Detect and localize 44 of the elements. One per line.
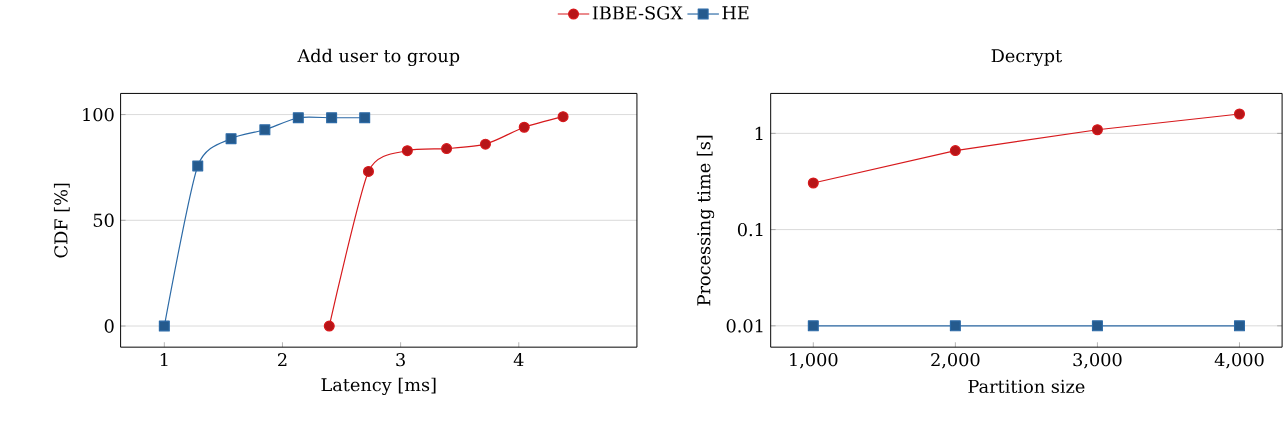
point	[323, 320, 335, 332]
x-tick-label: 1,000	[790, 353, 838, 369]
point	[1233, 108, 1245, 120]
point	[518, 121, 530, 133]
point	[362, 166, 374, 178]
x-tick-label: 3,000	[1073, 353, 1122, 369]
x-tick-label: 2,000	[931, 353, 980, 369]
legend-label: IBBE-SGX	[592, 6, 683, 20]
point	[401, 145, 413, 157]
x-tick-label: 3	[396, 353, 405, 367]
chart-title: Add user to group	[297, 48, 460, 67]
y-axis-title: Processing time [s]	[696, 135, 715, 306]
y-tick-label: 0.1	[737, 222, 763, 237]
y-axis-title: CDF [%]	[53, 183, 70, 258]
point	[807, 320, 819, 332]
x-tick-label: 2	[278, 353, 287, 367]
y-tick-label: 0	[104, 319, 114, 333]
point	[1233, 320, 1245, 332]
x-tick-label: 4,000	[1214, 353, 1264, 369]
y-tick-label: 1	[755, 126, 763, 141]
point	[359, 112, 371, 124]
point	[259, 124, 271, 136]
point	[557, 111, 569, 123]
point	[949, 145, 961, 157]
point	[807, 177, 819, 189]
y-tick-label: 100	[83, 107, 114, 122]
point	[1091, 124, 1103, 136]
y-tick-label: 0.01	[726, 319, 763, 333]
x-tick-label: 4	[513, 353, 524, 367]
y-tick-label: 50	[93, 213, 114, 228]
point	[192, 160, 204, 172]
point	[479, 138, 491, 150]
point	[1091, 320, 1103, 332]
point	[158, 320, 170, 332]
legend-label: HE	[722, 6, 749, 20]
point	[441, 143, 453, 155]
chart-title: Decrypt	[991, 49, 1063, 67]
x-axis-title: Latency [ms]	[321, 377, 436, 396]
point	[949, 320, 961, 332]
point	[292, 112, 304, 124]
point	[326, 112, 338, 124]
x-axis-title: Partition size	[968, 379, 1085, 394]
point	[225, 133, 237, 145]
x-tick-label: 1	[160, 353, 168, 367]
